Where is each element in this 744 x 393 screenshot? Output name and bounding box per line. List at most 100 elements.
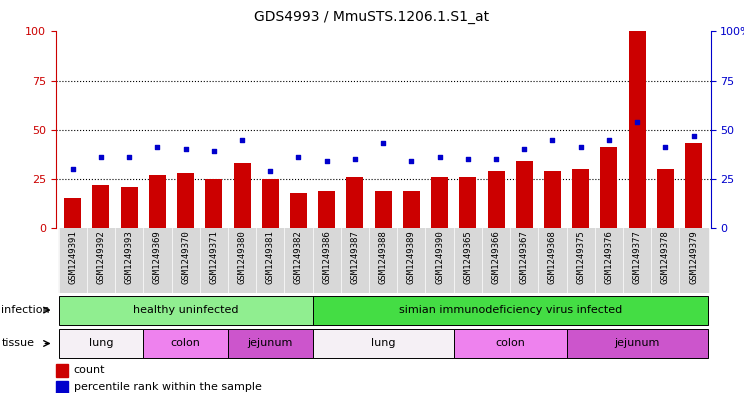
- Bar: [312, 228, 341, 293]
- Bar: [651, 228, 679, 293]
- Point: [687, 132, 699, 139]
- Bar: [64, 198, 81, 228]
- Bar: [144, 329, 228, 358]
- Text: GSM1249367: GSM1249367: [520, 230, 529, 284]
- Bar: [375, 191, 391, 228]
- Point: [519, 146, 530, 152]
- Text: GSM1249375: GSM1249375: [576, 230, 586, 284]
- Text: jejunum: jejunum: [615, 338, 660, 349]
- Point: [321, 158, 333, 164]
- Point: [547, 136, 559, 143]
- Text: lung: lung: [371, 338, 395, 349]
- Text: count: count: [74, 365, 105, 375]
- Bar: [347, 177, 363, 228]
- Bar: [510, 228, 539, 293]
- Bar: [59, 329, 144, 358]
- Point: [67, 166, 79, 172]
- Bar: [403, 191, 420, 228]
- Bar: [431, 177, 448, 228]
- Bar: [318, 191, 336, 228]
- Text: percentile rank within the sample: percentile rank within the sample: [74, 382, 262, 392]
- Point: [124, 154, 135, 160]
- Bar: [600, 147, 618, 228]
- Bar: [341, 228, 369, 293]
- Point: [575, 144, 587, 151]
- Bar: [284, 228, 312, 293]
- Bar: [290, 193, 307, 228]
- Bar: [256, 228, 284, 293]
- Text: jejunum: jejunum: [248, 338, 293, 349]
- Bar: [59, 228, 87, 293]
- Point: [208, 148, 219, 154]
- Text: GDS4993 / MmuSTS.1206.1.S1_at: GDS4993 / MmuSTS.1206.1.S1_at: [254, 10, 490, 24]
- Bar: [177, 173, 194, 228]
- Text: GSM1249376: GSM1249376: [604, 230, 613, 284]
- Point: [405, 158, 417, 164]
- Text: GSM1249365: GSM1249365: [464, 230, 472, 284]
- Bar: [87, 228, 115, 293]
- Text: GSM1249368: GSM1249368: [548, 230, 557, 284]
- Bar: [487, 171, 504, 228]
- Point: [659, 144, 671, 151]
- Text: colon: colon: [496, 338, 525, 349]
- Text: GSM1249386: GSM1249386: [322, 230, 331, 284]
- Text: GSM1249388: GSM1249388: [379, 230, 388, 284]
- Bar: [172, 228, 199, 293]
- Bar: [228, 329, 312, 358]
- Bar: [454, 228, 482, 293]
- Text: GSM1249389: GSM1249389: [407, 230, 416, 284]
- Bar: [312, 329, 454, 358]
- Text: GSM1249381: GSM1249381: [266, 230, 275, 284]
- Point: [490, 156, 502, 162]
- Text: lung: lung: [89, 338, 113, 349]
- Text: infection: infection: [1, 305, 50, 315]
- Text: GSM1249392: GSM1249392: [97, 230, 106, 284]
- Text: simian immunodeficiency virus infected: simian immunodeficiency virus infected: [399, 305, 622, 315]
- Bar: [567, 329, 708, 358]
- Text: tissue: tissue: [1, 338, 34, 349]
- Bar: [56, 364, 68, 376]
- Bar: [567, 228, 594, 293]
- Text: GSM1249371: GSM1249371: [209, 230, 218, 284]
- Bar: [685, 143, 702, 228]
- Bar: [92, 185, 109, 228]
- Point: [631, 119, 643, 125]
- Text: GSM1249377: GSM1249377: [632, 230, 641, 284]
- Bar: [454, 329, 567, 358]
- Bar: [228, 228, 256, 293]
- Bar: [262, 179, 279, 228]
- Text: GSM1249378: GSM1249378: [661, 230, 670, 284]
- Point: [349, 156, 361, 162]
- Bar: [205, 179, 222, 228]
- Bar: [234, 163, 251, 228]
- Bar: [149, 175, 166, 228]
- Point: [434, 154, 446, 160]
- Text: GSM1249369: GSM1249369: [153, 230, 162, 284]
- Text: GSM1249382: GSM1249382: [294, 230, 303, 284]
- Bar: [426, 228, 454, 293]
- Text: GSM1249370: GSM1249370: [181, 230, 190, 284]
- Bar: [516, 161, 533, 228]
- Bar: [115, 228, 144, 293]
- Bar: [312, 296, 708, 325]
- Bar: [459, 177, 476, 228]
- Point: [377, 140, 389, 147]
- Point: [603, 136, 615, 143]
- Text: GSM1249379: GSM1249379: [689, 230, 698, 284]
- Point: [152, 144, 164, 151]
- Point: [462, 156, 474, 162]
- Point: [292, 154, 304, 160]
- Bar: [539, 228, 567, 293]
- Text: GSM1249390: GSM1249390: [435, 230, 444, 284]
- Text: GSM1249393: GSM1249393: [125, 230, 134, 284]
- Bar: [544, 171, 561, 228]
- Bar: [629, 31, 646, 228]
- Point: [236, 136, 248, 143]
- Text: healthy uninfected: healthy uninfected: [133, 305, 238, 315]
- Bar: [56, 380, 68, 393]
- Bar: [482, 228, 510, 293]
- Text: GSM1249366: GSM1249366: [492, 230, 501, 284]
- Bar: [657, 169, 674, 228]
- Point: [179, 146, 191, 152]
- Bar: [121, 187, 138, 228]
